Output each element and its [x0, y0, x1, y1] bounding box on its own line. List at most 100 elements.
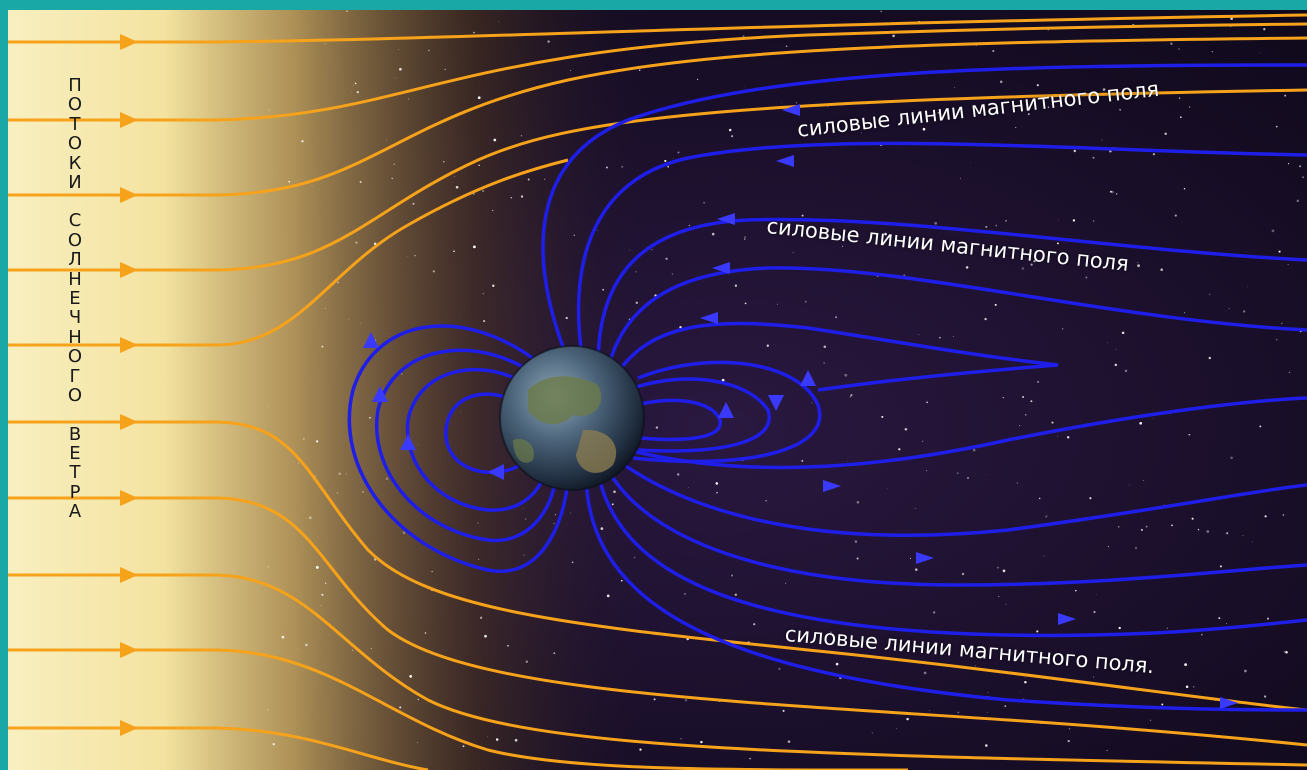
star: [428, 49, 430, 52]
star: [473, 193, 475, 195]
field-arrow: [823, 480, 841, 492]
star: [633, 556, 636, 559]
star: [1058, 218, 1060, 220]
star: [629, 249, 631, 251]
field-line-closed: [635, 398, 722, 442]
star: [399, 706, 402, 709]
vertical-letter: П: [68, 75, 82, 96]
starfield: [267, 10, 1305, 763]
star: [1134, 546, 1138, 550]
star: [1143, 480, 1145, 482]
star: [676, 473, 680, 476]
star: [1280, 322, 1283, 325]
star: [1208, 293, 1211, 296]
star: [671, 273, 674, 275]
star: [1299, 165, 1302, 168]
star: [1230, 456, 1233, 460]
star: [1016, 482, 1018, 484]
star: [881, 415, 884, 418]
solar-wind-line: [8, 496, 1307, 747]
magnetic-field-lines: [347, 63, 1307, 712]
star: [850, 393, 853, 397]
star: [455, 185, 459, 189]
star: [431, 570, 433, 573]
field-arrow: [718, 402, 734, 418]
star: [1092, 156, 1095, 159]
star: [1296, 199, 1300, 203]
star: [1015, 127, 1017, 128]
solar-wind-arrow: [120, 414, 138, 430]
star: [338, 472, 341, 475]
star: [992, 49, 995, 53]
star: [1095, 594, 1097, 595]
field-line-closed: [405, 367, 548, 512]
star: [1101, 139, 1103, 141]
star: [1275, 125, 1278, 128]
star: [555, 514, 556, 516]
vertical-letter: В: [68, 423, 82, 445]
star: [716, 491, 718, 494]
star: [910, 558, 911, 559]
star: [939, 336, 941, 339]
star: [967, 477, 969, 479]
star: [777, 303, 778, 305]
vertical-letter: А: [68, 501, 82, 523]
star: [498, 21, 499, 23]
star: [1005, 220, 1007, 222]
star: [782, 709, 785, 712]
star: [792, 252, 794, 253]
star: [684, 699, 688, 702]
star: [479, 616, 483, 619]
star: [639, 748, 642, 751]
star: [453, 250, 455, 253]
star: [1288, 371, 1291, 373]
star: [553, 522, 555, 525]
star: [734, 593, 737, 596]
star: [369, 417, 371, 419]
star: [926, 470, 928, 472]
star: [954, 87, 956, 89]
star: [1230, 17, 1233, 20]
star: [547, 40, 550, 43]
star: [409, 675, 413, 678]
star: [1057, 435, 1058, 437]
star: [443, 161, 445, 163]
star: [1211, 51, 1214, 53]
star: [1036, 630, 1039, 633]
vertical-letter: С: [68, 210, 82, 232]
star: [1174, 214, 1177, 217]
star: [1117, 526, 1120, 528]
star: [835, 316, 838, 319]
star: [1189, 106, 1191, 108]
star: [957, 711, 960, 714]
star: [602, 288, 605, 291]
star: [1302, 176, 1305, 179]
star: [569, 512, 571, 514]
star: [424, 632, 427, 634]
solar-wind-arrow: [120, 187, 138, 203]
star: [1093, 610, 1096, 614]
star: [281, 635, 285, 639]
star: [477, 96, 481, 100]
star: [856, 557, 859, 560]
star: [1102, 88, 1106, 91]
star: [1114, 363, 1117, 367]
vertical-letter: О: [67, 346, 83, 368]
star: [394, 77, 396, 79]
star: [301, 140, 304, 143]
field-line-closed: [347, 324, 570, 574]
star: [804, 300, 807, 303]
star: [1284, 94, 1287, 97]
star: [998, 595, 1000, 598]
star: [573, 234, 575, 236]
star: [1107, 342, 1109, 344]
star: [1145, 525, 1148, 528]
star: [898, 448, 901, 451]
star: [414, 254, 416, 257]
star: [743, 85, 745, 87]
star: [651, 248, 653, 251]
star: [321, 593, 324, 596]
star: [1185, 685, 1189, 689]
star: [1206, 530, 1210, 533]
solar-wind-arrow: [120, 567, 138, 583]
